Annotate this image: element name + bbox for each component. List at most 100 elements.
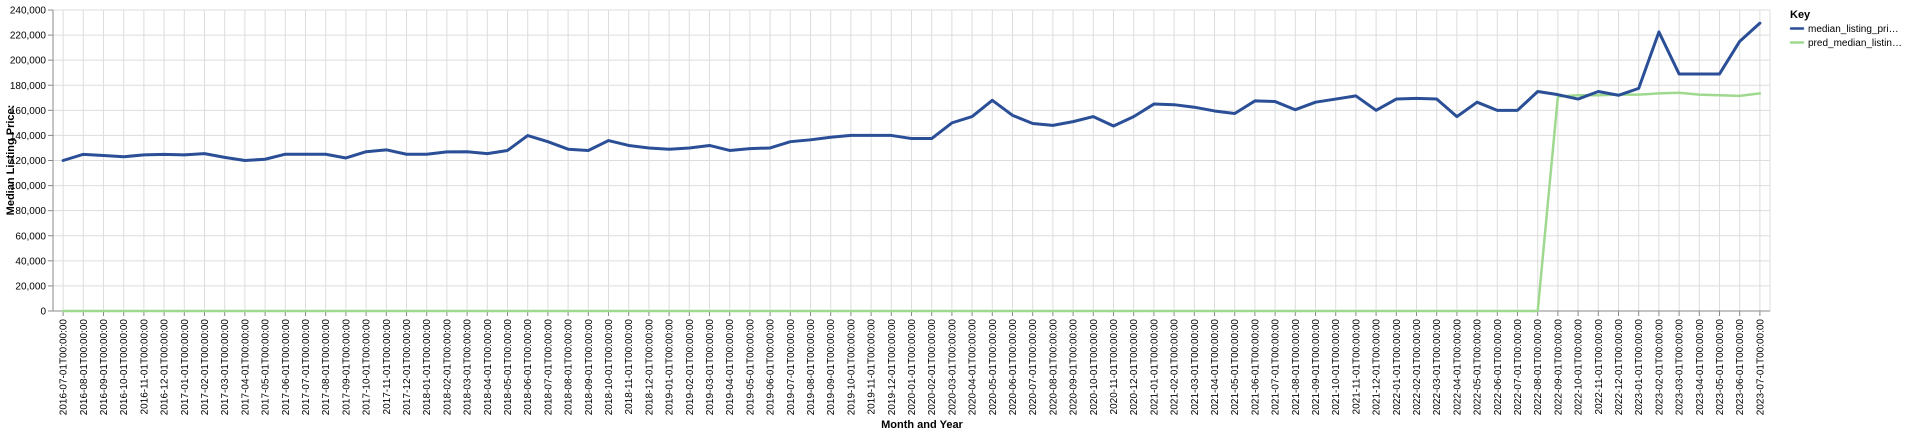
- x-tick-label: 2019-05-01T00:00:00: [745, 319, 756, 416]
- x-tick-label: 2019-12-01T00:00:00: [887, 319, 898, 416]
- x-tick-label: 2017-08-01T00:00:00: [321, 319, 332, 416]
- x-tick-label: 2021-10-01T00:00:00: [1331, 319, 1342, 416]
- x-tick-label: 2021-11-01T00:00:00: [1351, 319, 1362, 415]
- y-axis: 0 20,000 40,000 60,000 80,000 100,000 120,000 1…: [10, 6, 54, 318]
- x-tick-label: 2019-04-01T00:00:00: [725, 319, 736, 416]
- y-tick-label: 120,000: [10, 156, 47, 167]
- x-tick-label: 2019-11-01T00:00:00: [867, 319, 878, 415]
- y-tick-label: 20,000: [15, 281, 46, 292]
- x-tick-label: 2016-09-01T00:00:00: [99, 319, 110, 416]
- x-tick-label: 2022-06-01T00:00:00: [1493, 319, 1504, 416]
- x-tick-label: 2019-08-01T00:00:00: [806, 319, 817, 416]
- x-tick-label: 2018-01-01T00:00:00: [422, 319, 433, 416]
- gridlines: [52, 9, 1771, 312]
- x-tick-label: 2021-07-01T00:00:00: [1271, 319, 1282, 416]
- x-tick-label: 2022-10-01T00:00:00: [1574, 319, 1585, 416]
- series-lines: [61, 21, 1762, 313]
- x-tick-label: 2022-11-01T00:00:00: [1594, 319, 1605, 415]
- x-tick-label: 2019-06-01T00:00:00: [766, 319, 777, 416]
- x-tick-label: 2016-11-01T00:00:00: [139, 319, 150, 415]
- y-tick-label: 220,000: [10, 31, 47, 42]
- x-tick-label: 2022-05-01T00:00:00: [1473, 319, 1484, 416]
- y-tick-label: 140,000: [10, 131, 47, 142]
- x-tick-label: 2021-04-01T00:00:00: [1210, 319, 1221, 416]
- x-tick-label: 2016-07-01T00:00:00: [59, 319, 70, 416]
- x-tick-label: 2022-04-01T00:00:00: [1452, 319, 1463, 416]
- x-tick-label: 2020-02-01T00:00:00: [927, 319, 938, 416]
- y-tick-label: 160,000: [10, 106, 47, 117]
- x-tick-label: 2020-01-01T00:00:00: [907, 319, 918, 416]
- x-tick-label: 2018-03-01T00:00:00: [463, 319, 474, 416]
- series-line-median-listing-price: [61, 21, 1762, 162]
- x-tick-label: 2023-05-01T00:00:00: [1715, 319, 1726, 416]
- x-tick-label: 2020-05-01T00:00:00: [988, 319, 999, 416]
- x-tick-label: 2018-08-01T00:00:00: [564, 319, 575, 416]
- x-tick-label: 2018-06-01T00:00:00: [523, 319, 534, 416]
- x-tick-label: 2021-08-01T00:00:00: [1291, 319, 1302, 416]
- x-tick-label: 2020-08-01T00:00:00: [1048, 319, 1059, 416]
- x-tick-label: 2022-12-01T00:00:00: [1614, 319, 1625, 416]
- x-tick-label: 2022-03-01T00:00:00: [1432, 319, 1443, 416]
- x-tick-label: 2021-09-01T00:00:00: [1311, 319, 1322, 416]
- x-tick-label: 2018-05-01T00:00:00: [503, 319, 514, 416]
- x-tick-label: 2021-01-01T00:00:00: [1149, 319, 1160, 416]
- legend-label: median_listing_pri…: [1808, 24, 1899, 35]
- x-tick-label: 2020-11-01T00:00:00: [1109, 319, 1120, 415]
- x-tick-label: 2016-10-01T00:00:00: [119, 319, 130, 416]
- x-tick-label: 2020-09-01T00:00:00: [1069, 319, 1080, 416]
- x-tick-label: 2022-07-01T00:00:00: [1513, 319, 1524, 416]
- x-tick-label: 2017-01-01T00:00:00: [180, 319, 191, 416]
- legend-title: Key: [1790, 9, 1811, 21]
- x-tick-label: 2018-04-01T00:00:00: [483, 319, 494, 416]
- x-tick-label: 2021-03-01T00:00:00: [1190, 319, 1201, 416]
- x-tick-label: 2019-01-01T00:00:00: [665, 319, 676, 416]
- x-tick-label: 2017-04-01T00:00:00: [240, 319, 251, 416]
- x-tick-label: 2018-10-01T00:00:00: [604, 319, 615, 416]
- x-tick-label: 2023-01-01T00:00:00: [1634, 319, 1645, 416]
- x-tick-label: 2018-07-01T00:00:00: [543, 319, 554, 416]
- x-tick-label: 2016-08-01T00:00:00: [79, 319, 90, 416]
- x-tick-label: 2019-02-01T00:00:00: [685, 319, 696, 416]
- x-tick-label: 2017-12-01T00:00:00: [402, 319, 413, 416]
- x-tick-label: 2018-11-01T00:00:00: [624, 319, 635, 415]
- y-tick-label: 200,000: [10, 56, 47, 67]
- y-tick-label: 100,000: [10, 181, 47, 192]
- x-tick-label: 2023-04-01T00:00:00: [1695, 319, 1706, 416]
- x-tick-label: 2023-03-01T00:00:00: [1675, 319, 1686, 416]
- x-tick-label: 2019-03-01T00:00:00: [705, 319, 716, 416]
- x-tick-label: 2017-09-01T00:00:00: [341, 319, 352, 416]
- x-tick-label: 2018-09-01T00:00:00: [584, 319, 595, 416]
- y-tick-label: 240,000: [10, 6, 47, 17]
- x-tick-label: 2019-10-01T00:00:00: [846, 319, 857, 416]
- x-tick-label: 2022-09-01T00:00:00: [1553, 319, 1564, 416]
- x-tick-label: 2017-02-01T00:00:00: [200, 319, 211, 416]
- x-tick-label: 2023-07-01T00:00:00: [1755, 319, 1766, 416]
- x-tick-label: 2017-05-01T00:00:00: [261, 319, 272, 416]
- x-tick-label: 2019-07-01T00:00:00: [786, 319, 797, 416]
- x-tick-label: 2017-07-01T00:00:00: [301, 319, 312, 416]
- y-tick-label: 40,000: [15, 256, 46, 267]
- x-tick-label: 2023-06-01T00:00:00: [1735, 319, 1746, 416]
- x-tick-label: 2021-02-01T00:00:00: [1170, 319, 1181, 416]
- x-tick-label: 2021-12-01T00:00:00: [1372, 319, 1383, 416]
- x-axis: 2016-07-01T00:00:00 2016-08-01T00:00:00 20…: [53, 310, 1770, 416]
- x-tick-label: 2017-06-01T00:00:00: [281, 319, 292, 416]
- x-tick-label: 2020-07-01T00:00:00: [1028, 319, 1039, 416]
- x-tick-label: 2023-02-01T00:00:00: [1654, 319, 1665, 416]
- x-tick-label: 2020-04-01T00:00:00: [968, 319, 979, 416]
- x-tick-label: 2017-10-01T00:00:00: [362, 319, 373, 416]
- x-tick-label: 2020-06-01T00:00:00: [1008, 319, 1019, 416]
- x-tick-label: 2017-03-01T00:00:00: [220, 319, 231, 416]
- y-tick-label: 60,000: [15, 231, 46, 242]
- y-axis-title: Median Listing Price:: [5, 105, 17, 216]
- y-tick-label: 80,000: [15, 206, 46, 217]
- y-tick-label: 180,000: [10, 81, 47, 92]
- x-tick-label: 2021-06-01T00:00:00: [1250, 319, 1261, 416]
- legend: Key median_listing_pri… pred_median_listi…: [1789, 9, 1902, 49]
- x-tick-label: 2019-09-01T00:00:00: [826, 319, 837, 416]
- x-tick-label: 2018-02-01T00:00:00: [442, 319, 453, 416]
- x-tick-label: 2022-08-01T00:00:00: [1533, 319, 1544, 416]
- y-tick-label: 0: [40, 307, 46, 318]
- x-tick-label: 2018-12-01T00:00:00: [644, 319, 655, 416]
